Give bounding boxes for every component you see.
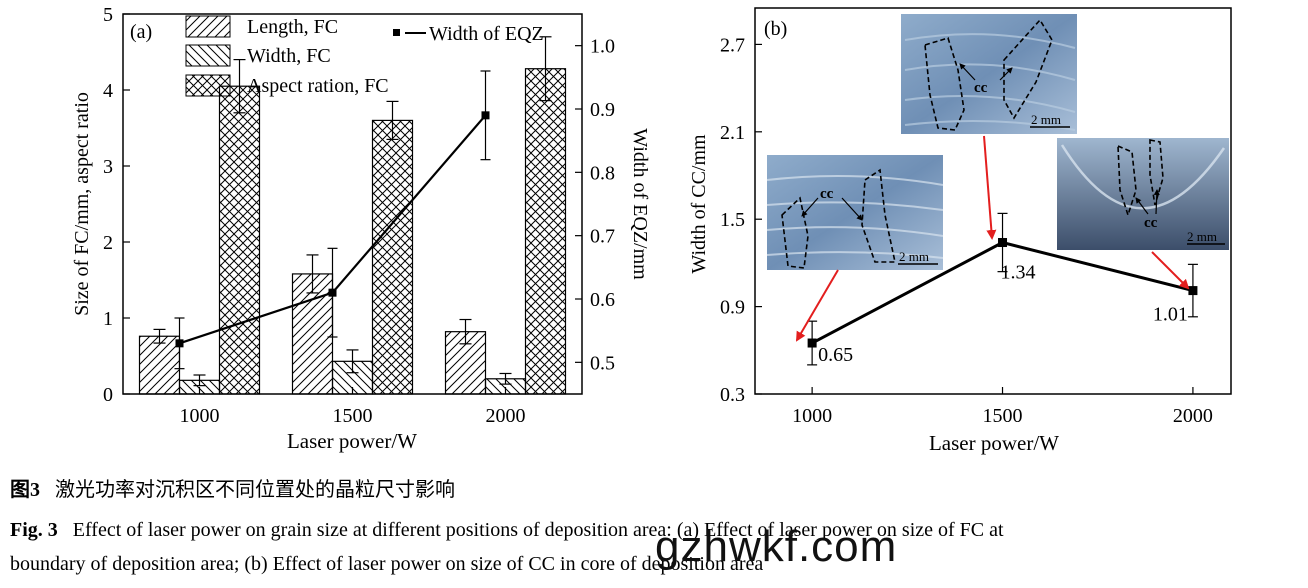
micrograph-texture (766, 175, 944, 259)
bar-cross (524, 68, 567, 395)
y2-tick-label: 0.6 (590, 289, 615, 311)
y-tick-label: 5 (103, 4, 113, 26)
y2-tick-label: 0.8 (590, 162, 615, 184)
x-tick-label: 1500 (983, 405, 1023, 427)
caption-english-line-2: boundary of deposition area; (b) Effect … (10, 551, 763, 577)
legend-marker-eqz (393, 29, 400, 36)
panel-b-plot-frame (754, 7, 1232, 395)
cc-label: cc (974, 80, 988, 96)
cc-label: cc (820, 186, 834, 202)
bar-forward (138, 335, 181, 395)
y-tick-label: 4 (103, 80, 113, 102)
caption-chinese: 图3 激光功率对沉积区不同位置处的晶粒尺寸影响 (10, 477, 455, 503)
cc-point-label: 1.01 (1153, 304, 1188, 326)
bar-cross (371, 119, 414, 395)
legend-label-width: Width, FC (247, 45, 331, 67)
y2-tick-label: 1.0 (590, 36, 615, 58)
cc-grain-outline (1117, 144, 1137, 218)
cc-grain-outline (924, 37, 965, 131)
legend-label-aspect: Aspect ration, FC (247, 75, 389, 97)
legend-swatch-aspect (185, 74, 231, 97)
y2-tick-label: 0.5 (590, 352, 615, 374)
bar-cross (218, 85, 261, 395)
cc-pointer (999, 67, 1013, 81)
eqz-point (175, 339, 184, 348)
y-tick-label: 0.9 (720, 297, 745, 319)
cc-grain-outline (861, 168, 896, 263)
caption-cn-label: 图3 (10, 479, 40, 501)
x-tick-label: 2000 (486, 405, 526, 427)
panel-a-x-axis-label: Laser power/W (287, 429, 417, 453)
cc-point-label: 0.65 (818, 344, 853, 366)
melt-pool-boundary (1060, 144, 1226, 210)
y-tick-label: 1 (103, 308, 113, 330)
legend-swatch-length (185, 15, 231, 38)
scale-bar-label: 2 mm (899, 249, 929, 264)
panel-a-y-axis-label: Size of FC/mm, aspect ratio (71, 92, 93, 316)
red-arrow-2000 (1151, 251, 1190, 290)
micrograph-inset-2000: cc 2 mm (1057, 138, 1229, 250)
cc-grain-outline (1003, 18, 1053, 120)
panel-b-plot-elements: 0.3 0.9 1.5 2.1 2.7 1000 1500 2000 0.65 1.34 1.01 (720, 34, 1213, 427)
x-tick-label: 1000 (180, 405, 220, 427)
panel-a-y2-axis-label: Width of EQZ/mm (629, 128, 651, 280)
y2-tick-label: 0.7 (590, 226, 615, 248)
cc-pointer (1153, 189, 1160, 215)
cc-point (998, 238, 1008, 248)
panel-b-x-axis-label: Laser power/W (929, 431, 1059, 455)
watermark-text: gzhwkf.com (655, 522, 898, 571)
panel-b-y-axis-label: Width of CC/mm (688, 134, 710, 274)
legend-label-length: Length, FC (247, 16, 338, 38)
panel-a-legend: Length, FC Width, FC Aspect ration, FC W… (185, 15, 544, 97)
legend-swatch-width (185, 44, 231, 67)
cc-point (1188, 286, 1198, 296)
micrograph-inset-1000: cc 2 mm (766, 155, 944, 270)
caption-en-label: Fig. 3 (10, 519, 58, 541)
panel-a-label: (a) (130, 21, 152, 43)
panel-a-chart: 0 1 2 3 4 5 0.5 0.6 0.7 0.8 0.9 1.0 1000 1500 2000 (a)… (71, 4, 651, 453)
y-tick-label: 2.1 (720, 122, 745, 144)
micrograph-inset-1500: cc 2 mm (901, 14, 1077, 134)
y-tick-label: 0 (103, 384, 113, 406)
caption-cn-text: 激光功率对沉积区不同位置处的晶粒尺寸影响 (55, 479, 455, 501)
scale-bar-label: 2 mm (1187, 229, 1217, 244)
x-tick-label: 2000 (1173, 405, 1213, 427)
cc-point (807, 338, 817, 348)
panel-a-plot-frame (122, 13, 583, 395)
micrograph-image-2000 (1057, 138, 1229, 250)
eqz-point (328, 288, 337, 297)
red-arrow-1500 (983, 135, 997, 240)
panel-a-plot-elements: 0 1 2 3 4 5 0.5 0.6 0.7 0.8 0.9 1.0 1000 1500 2000 (103, 4, 615, 427)
caption-en-text-1: Effect of laser power on grain size at d… (72, 519, 1004, 541)
cc-pointer (959, 63, 976, 81)
cc-pointer (801, 197, 819, 217)
micrograph-texture (904, 33, 1076, 131)
figure-3: 0 1 2 3 4 5 0.5 0.6 0.7 0.8 0.9 1.0 1000 1500 2000 (a)… (71, 4, 1232, 455)
cc-pointer (1135, 197, 1149, 215)
y-tick-label: 2 (103, 232, 113, 254)
panel-b-label: (b) (764, 18, 787, 40)
eqz-point (481, 111, 490, 120)
x-tick-label: 1500 (333, 405, 373, 427)
scale-bar-label: 2 mm (1031, 112, 1061, 127)
y-tick-label: 1.5 (720, 209, 745, 231)
y-tick-label: 2.7 (720, 34, 745, 56)
y2-tick-label: 0.9 (590, 99, 615, 121)
legend-label-eqz: Width of EQZ (429, 23, 544, 45)
cc-grain-outline (781, 196, 809, 269)
cc-pointer (841, 197, 863, 221)
y-tick-label: 3 (103, 156, 113, 178)
cc-label: cc (1144, 215, 1158, 231)
caption-english-line-1: Fig. 3 Effect of laser power on grain si… (10, 517, 1004, 543)
red-arrow-1000 (795, 269, 839, 342)
cc-point-label: 1.34 (1001, 262, 1036, 284)
y-tick-label: 0.3 (720, 384, 745, 406)
caption-en-text-2: boundary of deposition area; (b) Effect … (10, 553, 764, 575)
x-tick-label: 1000 (792, 405, 832, 427)
